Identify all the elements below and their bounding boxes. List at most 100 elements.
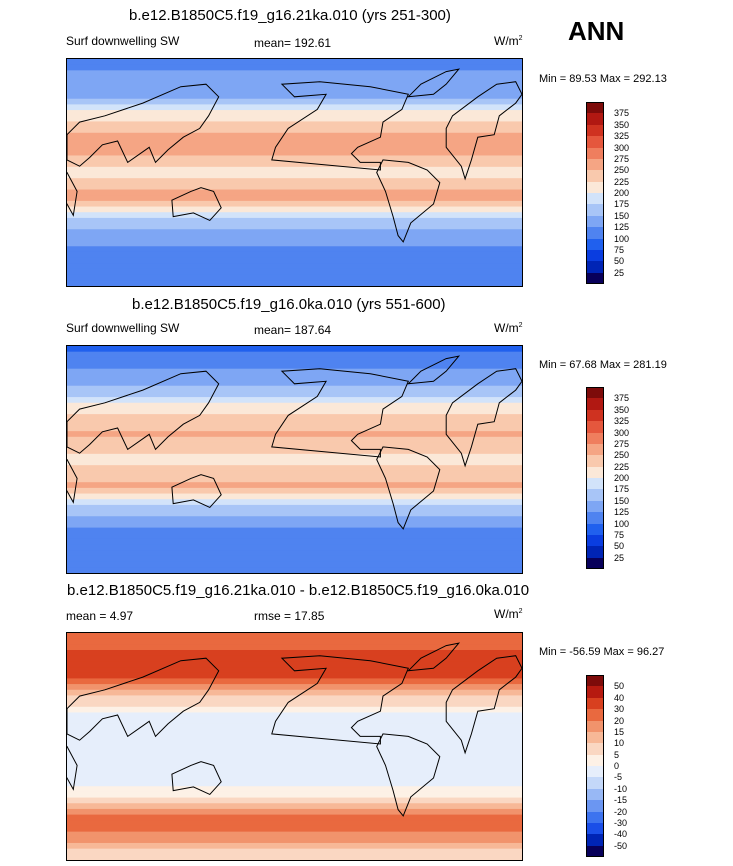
colorbar-label: -20 (614, 806, 628, 817)
colorbar-label: -10 (614, 783, 628, 794)
map-band (67, 397, 522, 404)
map-band (67, 419, 522, 427)
panel1-variable-label: Surf downwelling SW (66, 34, 180, 48)
colorbar-swatch (586, 193, 604, 205)
panel2-colorbar: 375 350 325 300 275 250 225 200 175 150 125 100 75 50… (586, 387, 646, 570)
colorbar-label: 0 (614, 761, 620, 771)
colorbar-swatch (586, 261, 604, 274)
map-band (67, 459, 522, 466)
colorbar-label: 250 (614, 165, 630, 176)
map-band (67, 706, 522, 714)
map-band (67, 567, 522, 573)
colorbar-swatch (586, 443, 604, 456)
colorbar-swatch (586, 720, 604, 733)
colorbar-label: 350 (614, 119, 630, 130)
map-band (67, 633, 522, 640)
map-band (67, 274, 522, 281)
map-band (67, 527, 522, 534)
map-band (67, 363, 522, 370)
map-band (67, 493, 522, 500)
panel3-units-sup: 2 (518, 608, 523, 615)
panel2-units-text: W/m (494, 321, 519, 335)
panel2-minmax: Min = 67.68 Max = 281.19 (539, 359, 667, 371)
colorbar-label: 50 (614, 256, 625, 267)
coastline-5 (376, 733, 441, 817)
map-band (67, 487, 522, 495)
map-band (67, 544, 522, 551)
map-band (67, 848, 522, 855)
map-band (67, 98, 522, 105)
colorbar-swatch (586, 432, 604, 445)
colorbar-swatch (586, 697, 604, 710)
map-band (67, 346, 522, 353)
colorbar-label: 100 (614, 233, 630, 244)
map-band (67, 786, 522, 793)
colorbar-label: 250 (614, 450, 630, 461)
colorbar-swatch (586, 777, 604, 790)
coastline-3 (171, 761, 222, 796)
coastline-1 (67, 370, 220, 454)
colorbar-label: -5 (614, 772, 623, 783)
map-band (67, 246, 522, 253)
coastline-3 (171, 474, 222, 509)
panel3-units-text: W/m (494, 607, 519, 621)
map-band (67, 701, 522, 708)
colorbar-swatch (586, 158, 604, 171)
map-band (67, 752, 522, 759)
colorbar-label: 300 (614, 142, 630, 153)
colorbar-swatch (586, 421, 604, 433)
map-band (67, 402, 522, 410)
map-band (67, 831, 522, 838)
colorbar-swatch (586, 822, 604, 835)
map-band (67, 712, 522, 719)
colorbar-swatch (586, 500, 604, 513)
panel3-rmse: rmse = 17.85 (254, 609, 325, 623)
map-band (67, 59, 522, 66)
map-band (67, 223, 522, 230)
colorbar-label: 20 (614, 715, 625, 726)
colorbar-swatch (586, 398, 604, 411)
coastline-1 (67, 83, 220, 167)
map-band (67, 538, 522, 546)
colorbar-label: 175 (614, 199, 630, 210)
map-band (67, 499, 522, 506)
map-band (67, 138, 522, 145)
panel1-colorbar: 375 350 325 300 275 250 225 200 175 150 125 100 75 50… (586, 102, 646, 285)
colorbar-swatch (586, 113, 604, 126)
map-band (67, 814, 522, 821)
panel1-mean: mean= 192.61 (254, 36, 332, 50)
colorbar-label: 125 (614, 507, 630, 518)
map-band (67, 436, 522, 444)
map-band (67, 837, 522, 844)
map-band (67, 672, 522, 679)
colorbar-swatch (586, 238, 604, 251)
panel1-units: W/m2 (494, 34, 523, 48)
panel3-colorbar: 50 40 30 20 15 10 5 0 -5 -10 -15 -20 -30 -40 -50 (586, 675, 646, 858)
map-band (67, 368, 522, 375)
colorbar-label: 325 (614, 416, 630, 427)
colorbar-swatch (586, 557, 604, 570)
panel3-map (66, 632, 523, 861)
map-band (67, 414, 522, 421)
panel1-map-svg (67, 59, 522, 286)
colorbar-label: 50 (614, 541, 625, 552)
coastline-5 (376, 159, 441, 243)
colorbar-swatch (586, 489, 604, 502)
panel2-map (66, 345, 523, 574)
colorbar-label: 50 (614, 681, 625, 692)
map-band (67, 763, 522, 770)
map-band (67, 504, 522, 512)
map-band (67, 510, 522, 517)
map-band (67, 87, 522, 94)
map-band (67, 425, 522, 432)
map-band (67, 149, 522, 157)
map-band (67, 351, 522, 358)
colorbar-swatch (586, 709, 604, 721)
colorbar-label: 40 (614, 692, 625, 703)
map-band (67, 521, 522, 529)
colorbar-swatch (586, 387, 604, 399)
map-band (67, 251, 522, 259)
panel2-mean: mean= 187.64 (254, 323, 332, 337)
map-band (67, 132, 522, 140)
map-band (67, 684, 522, 691)
